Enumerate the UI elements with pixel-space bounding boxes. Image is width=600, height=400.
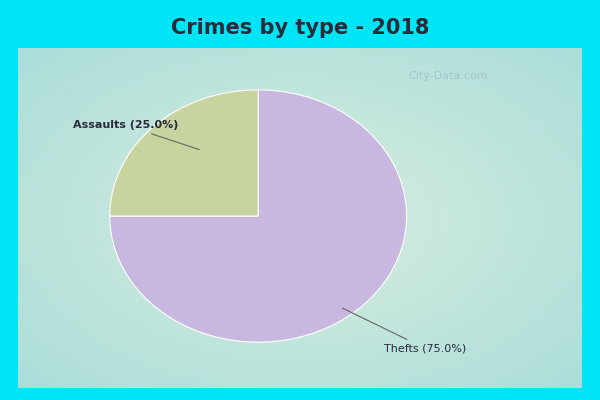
- Text: City-Data.com: City-Data.com: [409, 71, 488, 81]
- Text: Thefts (75.0%): Thefts (75.0%): [342, 308, 467, 354]
- Text: Assaults (25.0%): Assaults (25.0%): [73, 120, 199, 150]
- Wedge shape: [110, 90, 258, 216]
- Text: Crimes by type - 2018: Crimes by type - 2018: [171, 18, 429, 38]
- Wedge shape: [110, 90, 407, 342]
